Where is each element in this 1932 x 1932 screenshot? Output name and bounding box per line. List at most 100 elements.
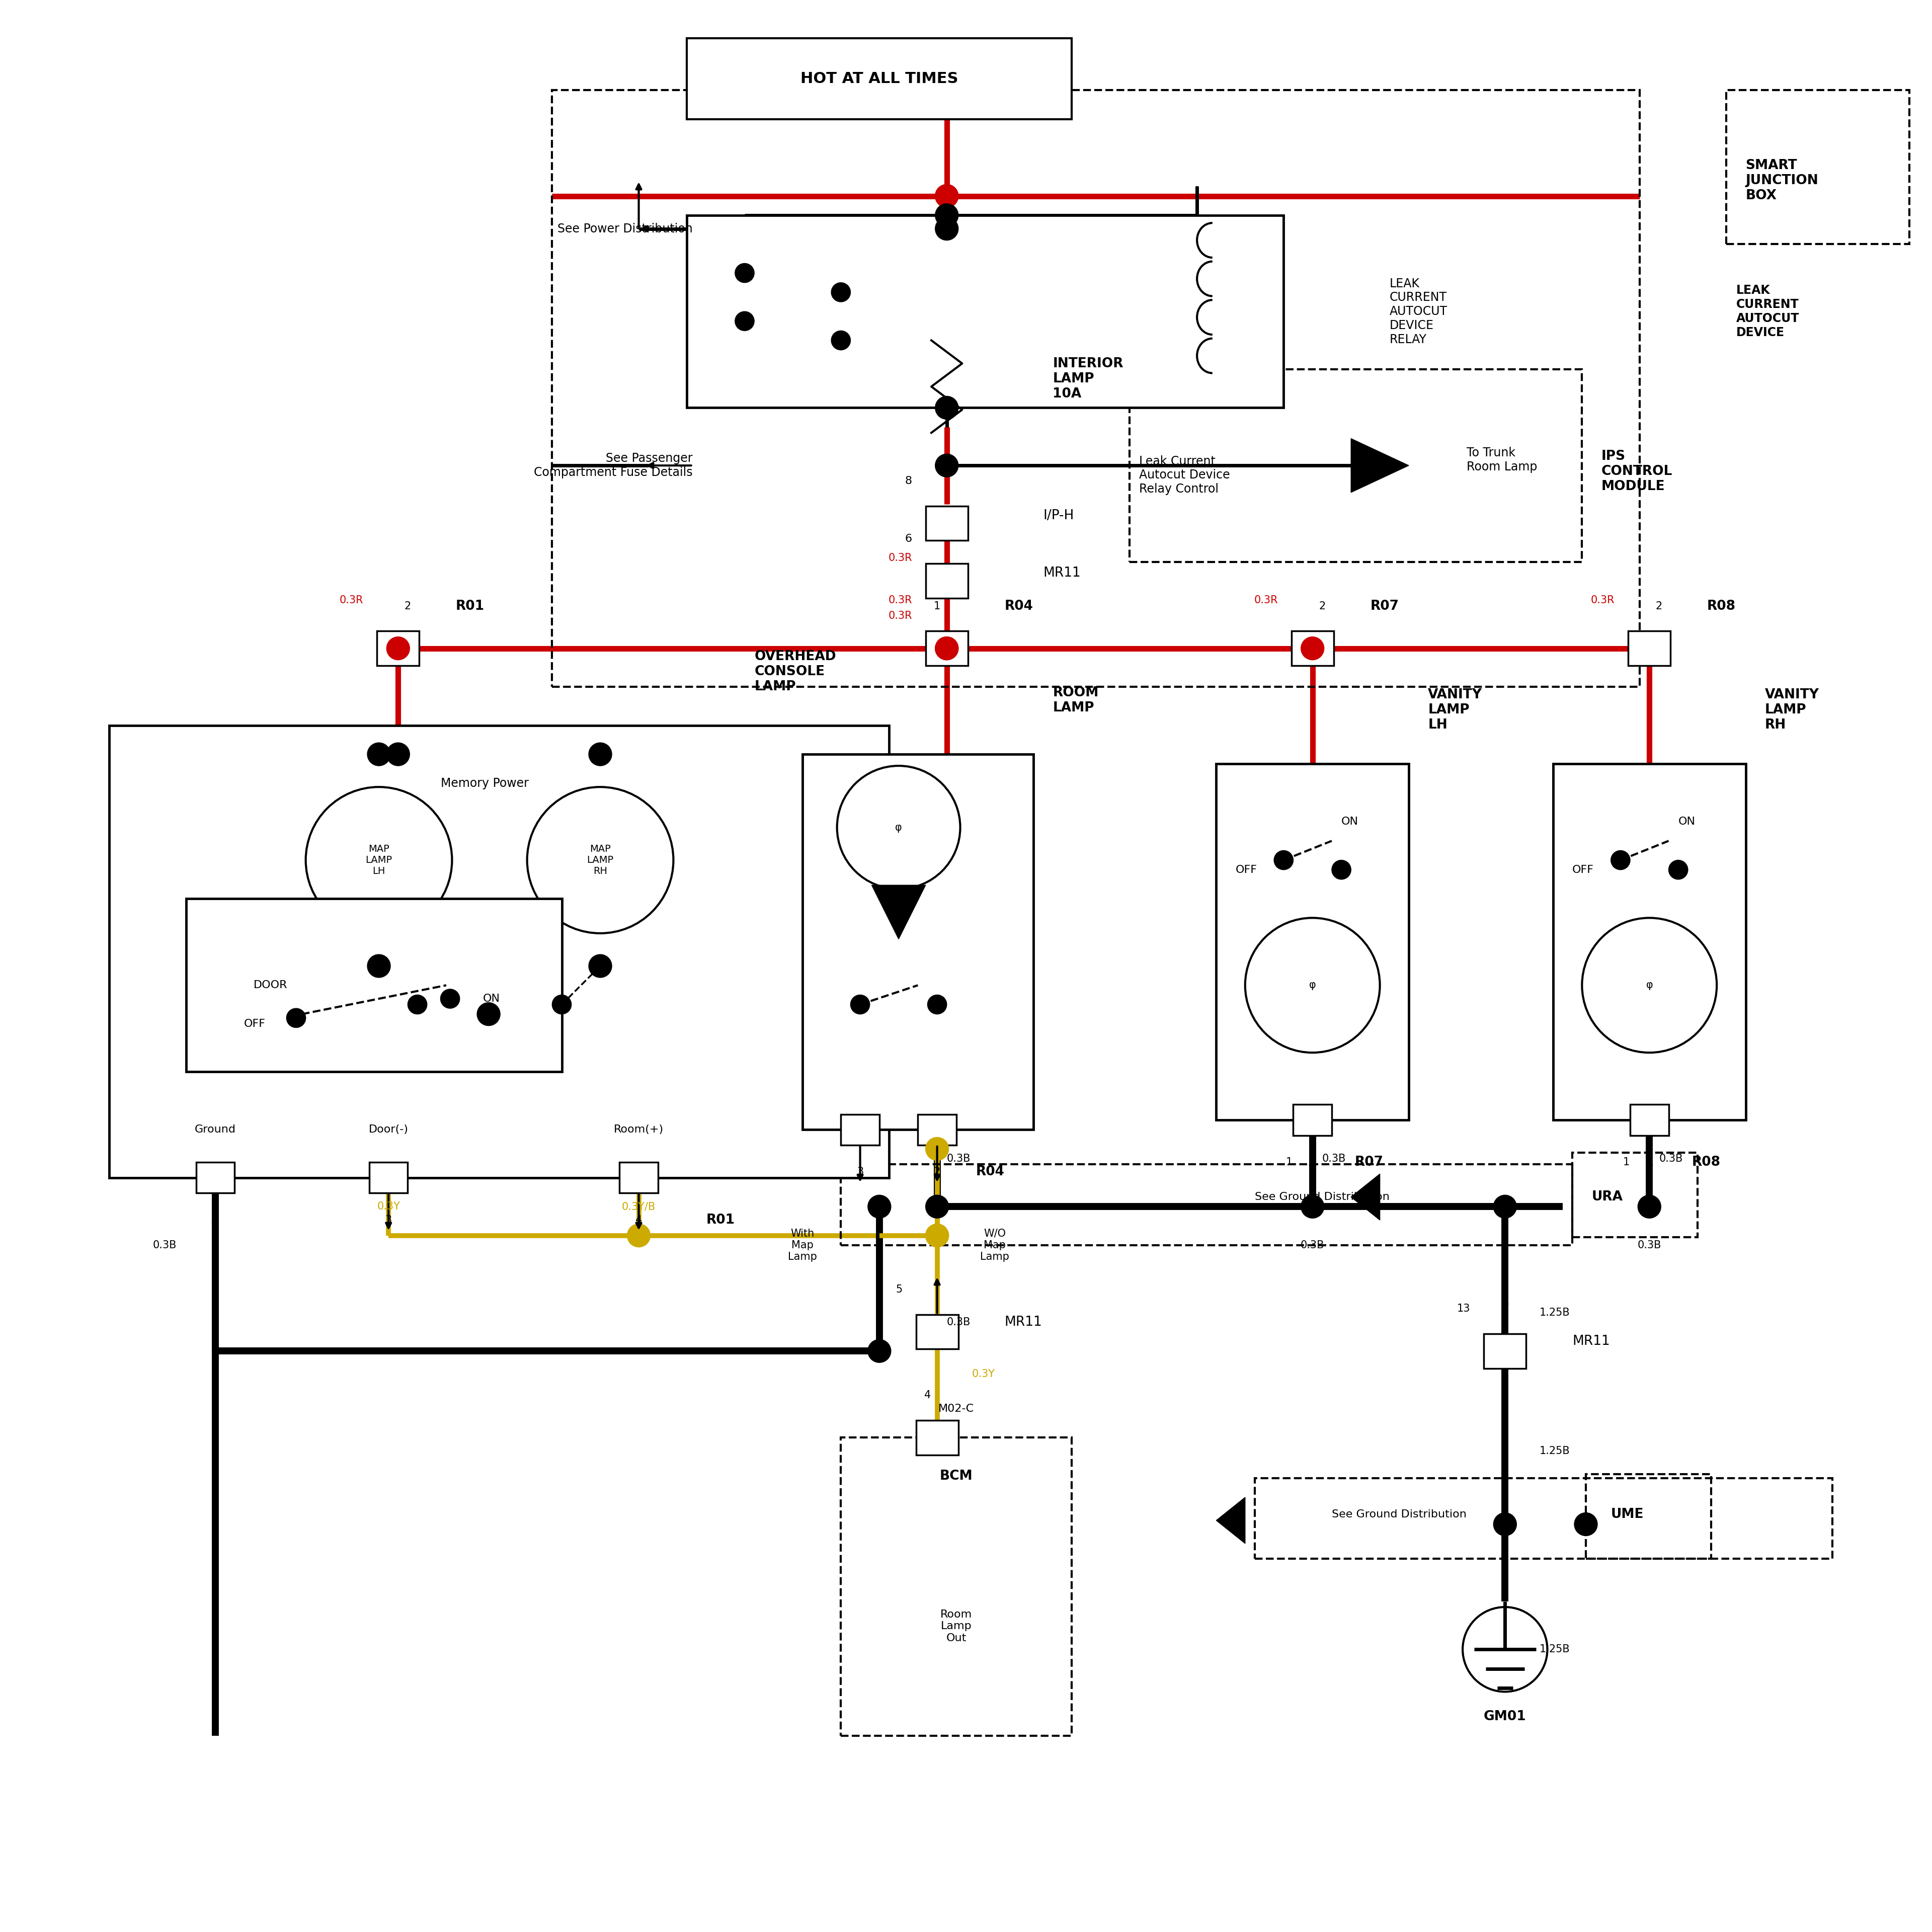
Text: MAP
LAMP
LH: MAP LAMP LH — [365, 844, 392, 875]
Text: R04: R04 — [1005, 599, 1034, 612]
Text: OFF: OFF — [1235, 866, 1258, 875]
Bar — [110, 725, 889, 1179]
Circle shape — [935, 396, 958, 419]
Text: HOT AT ALL TIMES: HOT AT ALL TIMES — [800, 71, 958, 85]
Text: 0.3Y: 0.3Y — [972, 1370, 995, 1379]
Text: MR11: MR11 — [1005, 1316, 1041, 1329]
Circle shape — [925, 1225, 949, 1246]
Text: 1.25B: 1.25B — [1540, 1644, 1571, 1654]
Bar — [553, 91, 1640, 688]
Text: VANITY
LAMP
RH: VANITY LAMP RH — [1764, 688, 1820, 732]
Circle shape — [867, 1196, 891, 1219]
Text: 1.25B: 1.25B — [1540, 1308, 1571, 1318]
Text: BCM: BCM — [939, 1470, 974, 1482]
Text: 2: 2 — [933, 1167, 941, 1177]
Text: 0.3R: 0.3R — [1590, 595, 1615, 605]
Text: MR11: MR11 — [1573, 1335, 1609, 1349]
Bar — [925, 564, 968, 599]
Text: 1.25B: 1.25B — [1540, 1445, 1571, 1457]
Circle shape — [867, 1339, 891, 1362]
Bar — [369, 1163, 408, 1194]
Text: See Ground Distribution: See Ground Distribution — [1331, 1509, 1466, 1520]
Circle shape — [386, 638, 410, 661]
Bar — [925, 506, 968, 541]
Text: URA: URA — [1592, 1190, 1623, 1204]
Circle shape — [367, 742, 390, 765]
Text: Room
Lamp
Out: Room Lamp Out — [941, 1609, 972, 1642]
Text: OVERHEAD
CONSOLE
LAMP: OVERHEAD CONSOLE LAMP — [753, 649, 837, 694]
Text: R01: R01 — [456, 599, 485, 612]
Circle shape — [935, 454, 958, 477]
Text: R08: R08 — [1692, 1155, 1719, 1169]
Bar — [840, 1437, 1072, 1737]
Text: GM01: GM01 — [1484, 1710, 1526, 1723]
Circle shape — [935, 203, 958, 226]
Bar — [1293, 1105, 1331, 1136]
Bar — [802, 753, 1034, 1130]
Text: 0.3B: 0.3B — [1638, 1240, 1662, 1250]
Circle shape — [1669, 860, 1689, 879]
Circle shape — [553, 995, 572, 1014]
Text: ROOM
LAMP: ROOM LAMP — [1053, 686, 1099, 715]
Circle shape — [1493, 1196, 1517, 1219]
Text: With
Map
Lamp: With Map Lamp — [788, 1229, 817, 1262]
Text: VANITY
LAMP
LH: VANITY LAMP LH — [1428, 688, 1482, 732]
Text: φ: φ — [1310, 980, 1316, 991]
Text: 0.3R: 0.3R — [889, 611, 912, 620]
Circle shape — [925, 1196, 949, 1219]
Bar — [1130, 369, 1582, 562]
Circle shape — [734, 311, 753, 330]
Text: 4: 4 — [636, 1215, 641, 1225]
Text: R04: R04 — [976, 1165, 1005, 1179]
Circle shape — [1331, 860, 1350, 879]
Circle shape — [734, 263, 753, 282]
Text: 1: 1 — [933, 601, 941, 611]
Text: ON: ON — [1341, 817, 1358, 827]
Polygon shape — [1217, 1497, 1244, 1544]
Text: 8: 8 — [904, 475, 912, 487]
Polygon shape — [1350, 1175, 1379, 1221]
Bar — [1573, 1153, 1698, 1236]
Circle shape — [1638, 1196, 1662, 1219]
Circle shape — [935, 184, 958, 207]
Bar — [195, 1163, 234, 1194]
Text: 1: 1 — [213, 1215, 218, 1225]
Circle shape — [1300, 638, 1323, 661]
Text: 0.3Y: 0.3Y — [377, 1202, 400, 1211]
Circle shape — [367, 954, 390, 978]
Bar — [916, 1420, 958, 1455]
Text: R07: R07 — [1354, 1155, 1383, 1169]
Text: φ: φ — [1646, 980, 1654, 991]
Text: 6: 6 — [904, 533, 912, 543]
Text: 0.3B: 0.3B — [153, 1240, 176, 1250]
Circle shape — [628, 1225, 651, 1246]
Text: See Ground Distribution: See Ground Distribution — [1254, 1192, 1389, 1202]
Bar — [840, 1165, 1573, 1244]
Text: φ: φ — [895, 823, 902, 833]
Text: 0.3B: 0.3B — [1321, 1153, 1347, 1163]
Text: IPS
CONTROL
MODULE: IPS CONTROL MODULE — [1602, 450, 1673, 493]
Circle shape — [935, 638, 958, 661]
Circle shape — [477, 1003, 500, 1026]
Text: To Trunk
Room Lamp: To Trunk Room Lamp — [1466, 446, 1538, 473]
Bar — [840, 1115, 879, 1146]
Bar — [1727, 91, 1909, 243]
Circle shape — [440, 989, 460, 1009]
Text: Memory Power: Memory Power — [440, 777, 529, 788]
Circle shape — [286, 1009, 305, 1028]
Text: R08: R08 — [1708, 599, 1735, 612]
Circle shape — [925, 1138, 949, 1161]
Text: R01: R01 — [705, 1213, 734, 1227]
Text: 0.3B: 0.3B — [947, 1153, 970, 1163]
Text: 3: 3 — [856, 1167, 864, 1177]
Text: 0.3R: 0.3R — [889, 553, 912, 562]
Bar — [688, 214, 1283, 408]
Text: I/P-H: I/P-H — [1043, 508, 1074, 522]
Bar — [1631, 1105, 1669, 1136]
Text: LEAK
CURRENT
AUTOCUT
DEVICE: LEAK CURRENT AUTOCUT DEVICE — [1737, 284, 1799, 338]
Bar — [1553, 763, 1747, 1121]
Bar — [1629, 632, 1671, 667]
Circle shape — [1611, 850, 1631, 869]
Circle shape — [850, 995, 869, 1014]
Text: INTERIOR
LAMP
10A: INTERIOR LAMP 10A — [1053, 357, 1122, 400]
